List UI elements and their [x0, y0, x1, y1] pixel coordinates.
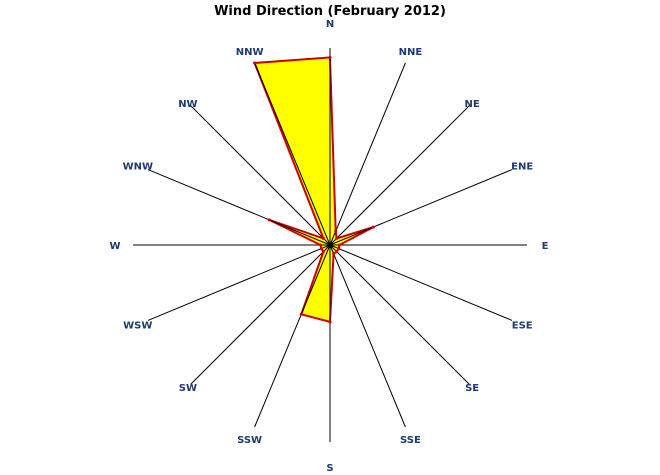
data-point-nne — [334, 229, 338, 233]
data-point-nw — [321, 236, 325, 240]
direction-label-sw: SW — [179, 383, 197, 394]
direction-label-ssw: SSW — [237, 435, 262, 446]
data-point-sse — [332, 252, 336, 256]
direction-label-ese: ESE — [512, 321, 533, 332]
direction-label-e: E — [542, 241, 549, 252]
spoke-nw — [190, 105, 331, 246]
spoke-nne — [329, 62, 406, 246]
spoke-sw — [190, 244, 331, 385]
direction-label-n: N — [326, 19, 334, 30]
chart-title: Wind Direction (February 2012) — [214, 4, 446, 19]
wind-frequency-polygon — [253, 56, 374, 324]
direction-label-ene: ENE — [511, 161, 533, 172]
direction-label-nne: NNE — [399, 47, 423, 58]
data-point-wnw — [267, 218, 271, 222]
direction-label-w: W — [109, 241, 120, 252]
data-point-s — [328, 320, 332, 324]
spoke-wsw — [147, 244, 331, 321]
spoke-ese — [329, 244, 513, 321]
data-point-wsw — [319, 247, 323, 251]
center-hub — [327, 242, 333, 248]
spoke-sse — [329, 244, 406, 428]
data-point-e — [337, 243, 341, 247]
inner-spoke-ssw — [300, 244, 331, 315]
direction-label-wsw: WSW — [123, 321, 152, 332]
direction-label-nnw: NNW — [236, 47, 264, 58]
spoke-se — [329, 244, 470, 385]
direction-label-sse: SSE — [400, 435, 421, 446]
direction-label-se: SE — [465, 383, 479, 394]
data-point-se — [335, 250, 339, 254]
inner-spoke-wnw — [269, 219, 331, 246]
data-point-sw — [321, 250, 325, 254]
spoke-group — [133, 48, 527, 442]
data-point-ssw — [299, 312, 303, 316]
data-point-ese — [337, 247, 341, 251]
data-point-n — [328, 55, 332, 59]
data-point-w — [319, 243, 323, 247]
direction-label-ne: NE — [464, 99, 479, 110]
direction-label-wnw: WNW — [123, 161, 153, 172]
direction-label-group: N NNE NE ENE E ESE SE SSE S SSW SW WSW W WNW NW NNW — [109, 19, 548, 474]
data-point-nnw — [253, 61, 257, 65]
inner-spoke-nnw — [254, 62, 331, 246]
direction-label-nw: NW — [178, 99, 197, 110]
inner-spoke-ene — [329, 226, 374, 246]
direction-label-s: S — [326, 463, 333, 474]
inner-spoke-nne — [329, 230, 337, 246]
data-point-ne — [335, 236, 339, 240]
spoke-ne — [329, 105, 470, 246]
data-point-ene — [371, 225, 375, 229]
data-polygon-group — [253, 55, 375, 324]
